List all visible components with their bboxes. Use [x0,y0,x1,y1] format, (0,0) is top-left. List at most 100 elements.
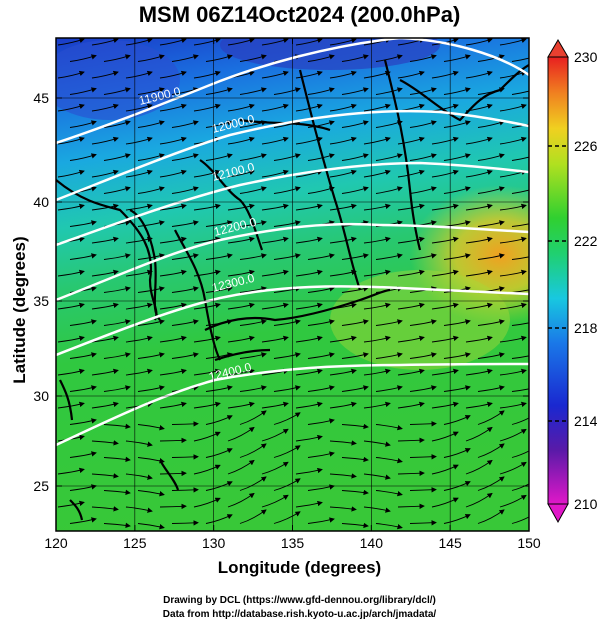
x-axis: 120 125 130 135 140 145 150 [44,38,541,551]
streamline [499,428,527,442]
streamline [227,38,255,46]
y-axis: 45 40 35 30 25 [33,90,529,494]
streamline [159,103,187,112]
streamline [375,385,403,392]
streamline [103,286,131,293]
streamline [261,103,289,112]
streamline [159,38,187,46]
streamline [443,448,471,458]
streamline [91,335,119,343]
streamline [397,269,425,277]
streamline [363,335,391,343]
streamline [511,189,529,194]
streamline [375,490,403,497]
streamline [465,492,493,508]
streamline [397,302,425,310]
colorbar-tick-label: 214 [574,413,598,429]
colorbar: 230 226 222 218 214 210 [547,39,598,524]
streamline [239,319,267,326]
streamline [341,489,369,496]
streamline [57,467,85,475]
streamline [511,223,529,227]
streamline [125,136,153,145]
streamline [205,220,233,227]
streamline [363,103,391,112]
streamline [193,431,221,442]
streamline [375,424,403,431]
streamline [171,253,199,260]
streamline [409,120,437,128]
streamline [307,352,335,359]
y-tick-label: 30 [33,388,49,404]
streamline [465,269,493,277]
streamline [375,253,403,260]
streamline [159,269,187,277]
streamline [499,38,527,46]
y-tick-label: 25 [33,478,49,494]
streamline [69,153,97,161]
streamline [409,87,437,95]
streamline [295,500,323,508]
streamline [69,517,97,524]
streamline [329,368,357,376]
streamline [137,120,165,128]
streamline [307,253,335,260]
x-tick-label: 130 [202,535,226,551]
streamline [499,203,527,211]
streamline [477,443,505,458]
streamline [477,186,505,194]
streamline [205,87,233,95]
streamline [511,156,529,161]
streamline [375,523,403,530]
streamline [69,418,97,425]
streamline [125,302,153,310]
colorbar-tick-label: 218 [574,320,598,336]
streamline [261,136,289,145]
streamline [329,136,357,145]
streamline [193,236,221,244]
colorbar-tick-label: 222 [574,233,598,249]
streamline [103,186,131,194]
streamline [431,203,459,211]
streamline [239,153,267,161]
streamline [103,54,131,62]
streamline [499,302,527,310]
streamline [227,136,255,145]
streamline [499,136,527,145]
streamline [465,426,493,442]
streamline [511,355,529,359]
streamline [193,335,221,343]
streamline [137,523,165,530]
streamline [477,410,505,425]
streamline [329,203,357,211]
streamline [295,302,323,310]
streamline [273,511,301,524]
streamline [409,385,437,392]
streamline [69,385,97,392]
streamline [103,319,131,326]
streamline [171,153,199,161]
streamline [329,70,357,79]
streamline [69,220,97,227]
streamline [171,286,199,293]
streamline [341,423,369,430]
wind-streamlines [57,38,529,530]
streamline [227,492,255,508]
streamline [431,269,459,277]
streamline [307,517,335,524]
streamline [443,481,471,491]
streamline [499,401,527,409]
streamline [171,54,199,62]
streamline [137,385,165,392]
streamline [193,38,221,46]
streamline [431,335,459,343]
streamline [375,54,403,62]
streamline [273,385,301,392]
streamline [409,487,437,493]
streamline [159,503,187,510]
streamline [239,509,267,524]
streamline [227,236,255,244]
streamline [57,70,85,79]
streamline [409,520,437,526]
